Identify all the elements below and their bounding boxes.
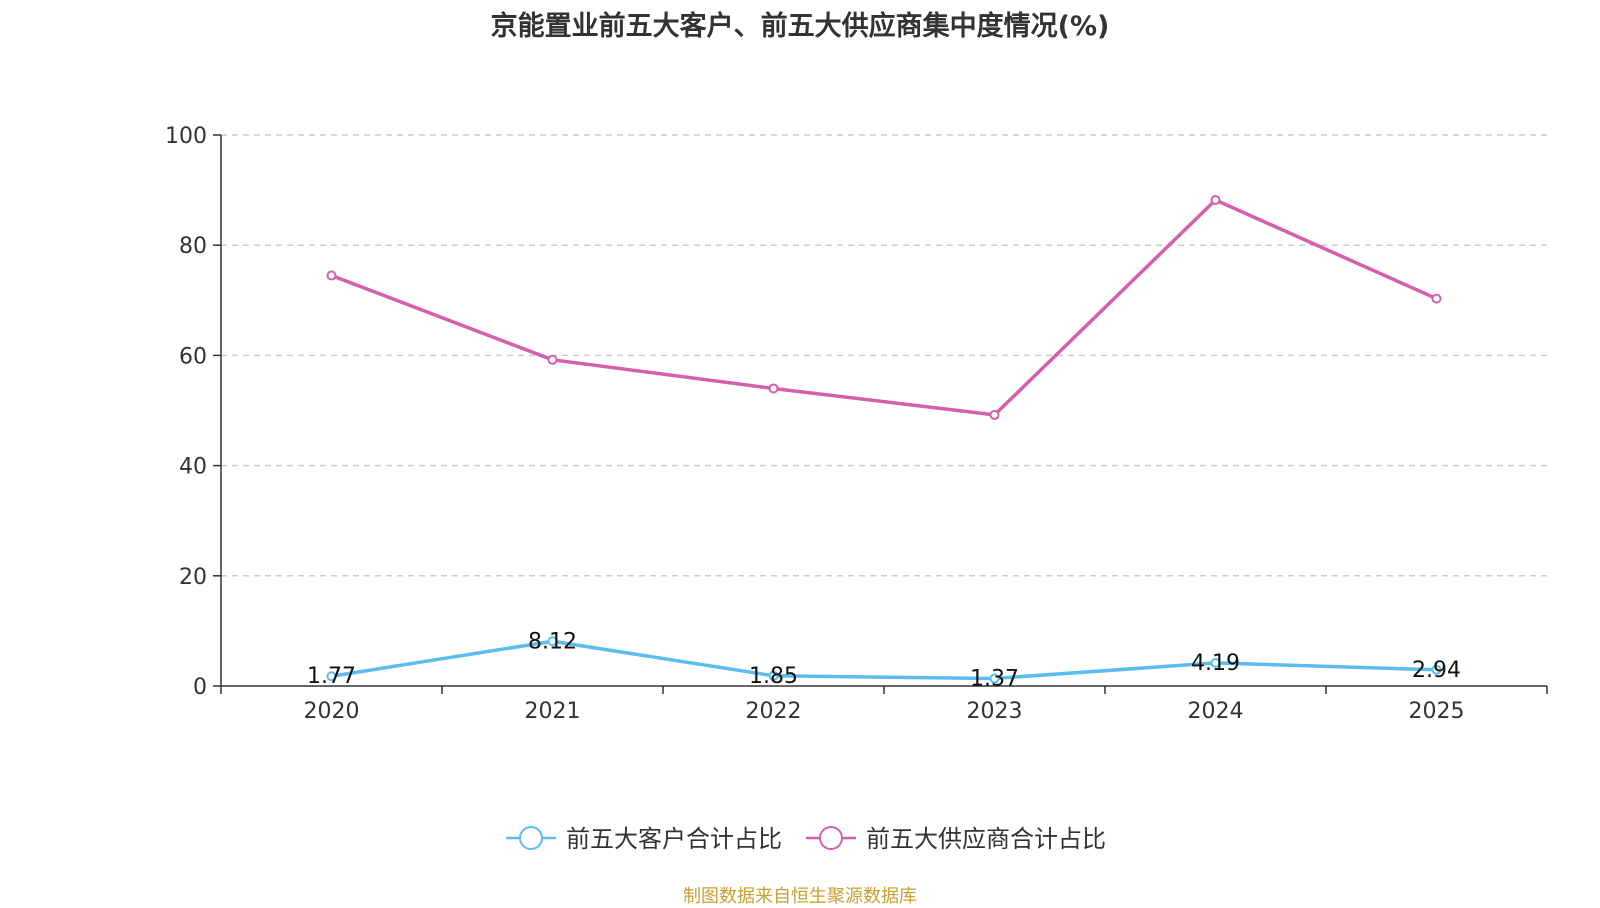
legend-label: 前五大客户合计占比 [566, 825, 782, 853]
data-point [1210, 195, 1221, 206]
legend-marker [519, 826, 543, 850]
data-point [1431, 293, 1442, 304]
y-tick-label: 0 [193, 675, 207, 700]
chart-title: 京能置业前五大客户、前五大供应商集中度情况(%) [490, 11, 1110, 42]
series-lines [326, 195, 1442, 684]
x-tick-label: 2022 [746, 699, 802, 724]
y-tick-label: 100 [165, 124, 207, 149]
grid-lines [221, 134, 1547, 577]
y-tick-label: 20 [179, 565, 207, 590]
data-label: 1.37 [970, 666, 1019, 691]
legend-label: 前五大供应商合计占比 [866, 825, 1106, 853]
x-tick-label: 2023 [967, 699, 1023, 724]
y-tick-label: 80 [179, 234, 207, 259]
series-line-1 [331, 639, 1437, 681]
y-tick-label: 40 [179, 455, 207, 480]
legend-marker [819, 826, 843, 850]
data-point [326, 671, 337, 682]
data-point [989, 409, 1000, 420]
y-tick-label: 60 [179, 344, 207, 369]
legend-item-1[interactable]: 前五大客户合计占比 [506, 825, 782, 853]
x-tick-label: 2020 [304, 699, 360, 724]
legend: 前五大客户合计占比 前五大供应商合计占比 [506, 825, 1106, 853]
data-point [547, 354, 558, 365]
data-point [989, 673, 1000, 684]
series-line-2 [330, 198, 1438, 417]
data-point [768, 383, 779, 394]
data-labels: 1.77 8.12 1.85 1.37 4.19 2.94 [307, 629, 1461, 691]
data-label: 8.12 [528, 629, 577, 654]
data-label: 1.85 [749, 664, 798, 689]
data-point [1431, 664, 1442, 675]
source-note: 制图数据来自恒生聚源数据库 [683, 886, 917, 907]
data-point [547, 636, 558, 647]
axes: 0 20 40 60 80 100 2020 2021 2022 2023 2024 2025 [165, 124, 1548, 724]
data-point [1210, 657, 1221, 668]
x-tick-label: 2021 [525, 699, 581, 724]
data-point [768, 670, 779, 681]
x-tick-label: 2025 [1409, 699, 1465, 724]
data-point [326, 270, 337, 281]
x-tick-label: 2024 [1188, 699, 1244, 724]
data-label: 4.19 [1191, 651, 1240, 676]
data-label: 1.77 [307, 664, 356, 689]
data-label: 2.94 [1412, 658, 1461, 683]
legend-item-2[interactable]: 前五大供应商合计占比 [806, 825, 1106, 853]
